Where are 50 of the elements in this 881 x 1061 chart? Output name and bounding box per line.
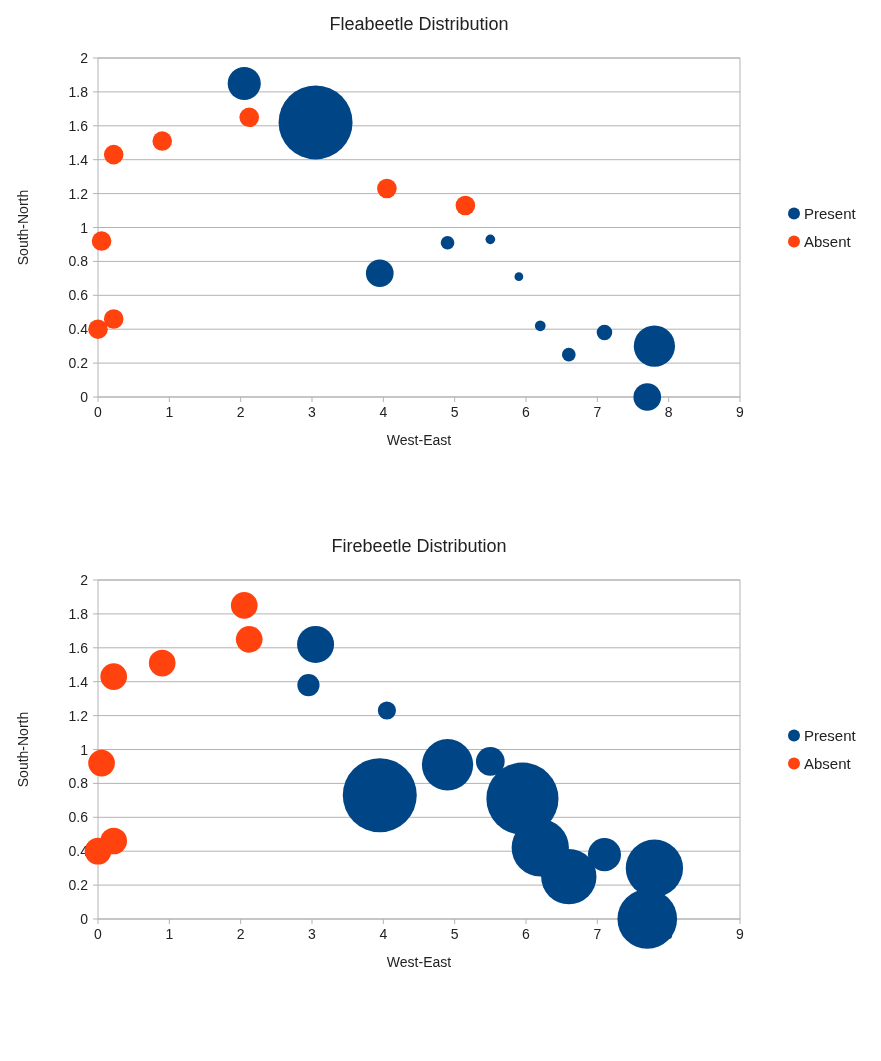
- x-tick-label: 9: [736, 404, 745, 420]
- x-tick-label: 8: [664, 404, 673, 420]
- chart-title: Fleabeetle Distribution: [329, 14, 509, 34]
- x-tick-label: 7: [593, 926, 602, 942]
- y-tick-label: 2: [80, 572, 89, 588]
- y-tick-label: 0: [80, 389, 89, 405]
- x-tick-label: 5: [450, 926, 459, 942]
- x-tick-label: 6: [522, 404, 531, 420]
- y-tick-label: 0.8: [68, 775, 89, 792]
- x-tick-label: 3: [308, 404, 317, 420]
- x-tick-label: 9: [736, 926, 745, 942]
- x-axis-title: West-East: [386, 954, 452, 970]
- y-tick-label: 0.2: [68, 355, 89, 372]
- x-tick-label: 2: [236, 926, 245, 942]
- x-tick-label: 4: [379, 926, 388, 942]
- x-tick-label: 0: [94, 404, 103, 420]
- y-tick-label: 2: [80, 50, 89, 66]
- legend-label: Present: [804, 204, 857, 222]
- y-tick-label: 1.2: [68, 707, 89, 724]
- y-tick-label: 1.8: [68, 605, 89, 622]
- y-axis-title: South-North: [15, 711, 31, 788]
- x-tick-label: 3: [308, 926, 317, 942]
- y-tick-label: 1.8: [68, 83, 89, 100]
- x-tick-label: 1: [165, 404, 174, 420]
- y-tick-label: 0: [80, 911, 89, 927]
- x-axis-title: West-East: [386, 432, 452, 448]
- y-tick-label: 1.2: [68, 185, 89, 202]
- legend-label: Absent: [804, 754, 852, 772]
- x-tick-label: 5: [450, 404, 459, 420]
- y-tick-label: 1.6: [68, 117, 89, 134]
- x-tick-label: 6: [522, 926, 531, 942]
- x-tick-label: 1: [165, 926, 174, 942]
- x-tick-label: 7: [593, 404, 602, 420]
- y-tick-label: 0.8: [68, 253, 89, 270]
- y-axis-title: South-North: [15, 189, 31, 266]
- y-tick-label: 1.4: [68, 151, 89, 168]
- legend-label: Absent: [804, 232, 852, 250]
- y-tick-label: 1.6: [68, 639, 89, 656]
- y-tick-label: 0.6: [68, 287, 89, 304]
- x-tick-label: 4: [379, 404, 388, 420]
- x-tick-label: 2: [236, 404, 245, 420]
- y-tick-label: 1: [80, 219, 89, 236]
- y-tick-label: 1.4: [68, 673, 89, 690]
- y-tick-label: 1: [80, 741, 89, 758]
- chart-title: Firebeetle Distribution: [331, 536, 507, 556]
- y-tick-label: 0.6: [68, 809, 89, 826]
- x-tick-label: 0: [94, 926, 103, 942]
- y-tick-label: 0.4: [68, 321, 89, 338]
- legend-label: Present: [804, 726, 857, 744]
- y-tick-label: 0.2: [68, 877, 89, 894]
